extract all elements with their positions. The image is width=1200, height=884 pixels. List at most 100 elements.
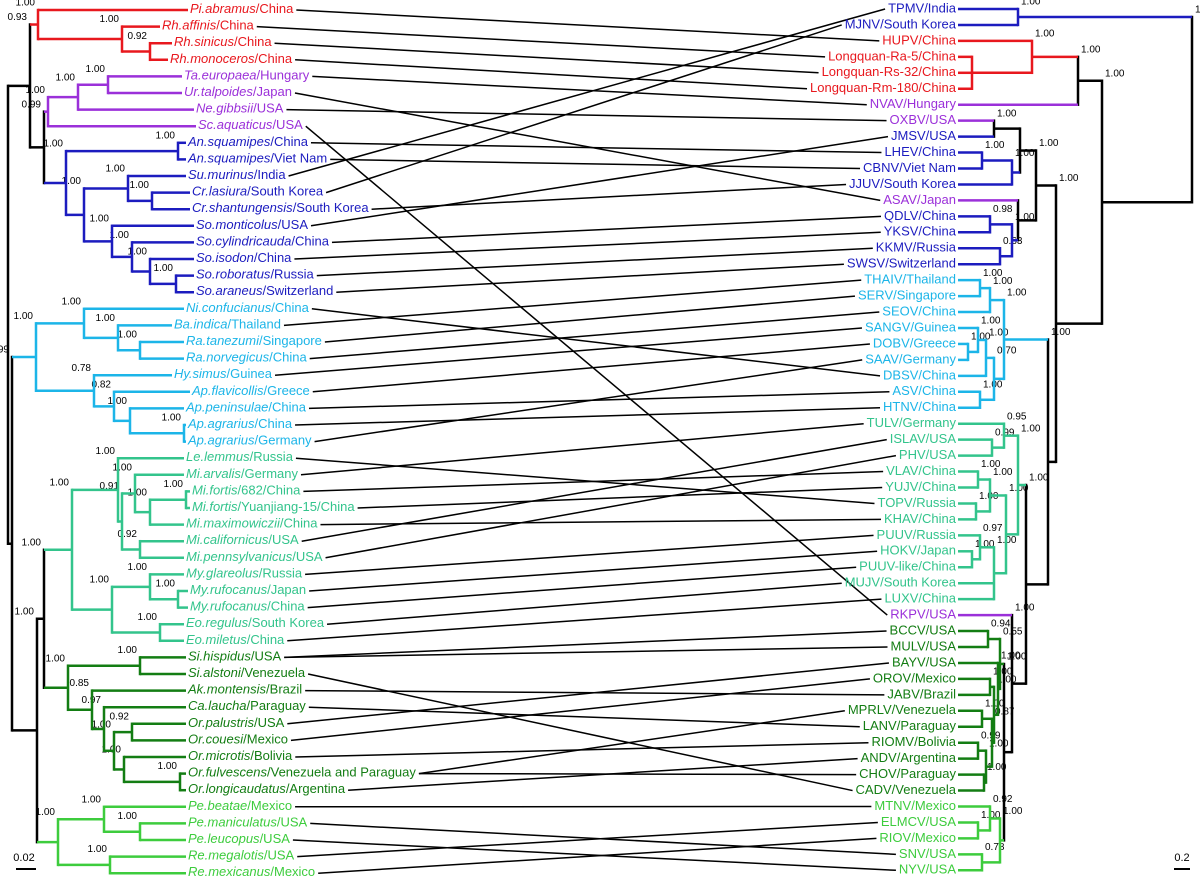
host-name: Mi.fortis [192, 499, 238, 514]
virus-label: PUUV-like/China [859, 559, 957, 574]
support-value: 0.91 [100, 481, 120, 492]
link [326, 582, 842, 625]
support-value: 1.00 [128, 487, 148, 498]
host-name: Sc.aquaticus [198, 118, 273, 133]
host-label: Ap.peninsulae/China [185, 400, 307, 415]
host-label: Ap.agrarius/Germany [187, 433, 312, 448]
link [297, 821, 878, 858]
host-origin: /Russia [259, 566, 303, 581]
host-label: Or.microtis/Bolivia [188, 748, 293, 763]
host-name: So.cylindricauda [196, 234, 291, 249]
support-value: 1.00 [96, 313, 116, 324]
virus-label: SERV/Singapore [858, 288, 956, 303]
link [314, 359, 863, 443]
support-value: 1.00 [987, 762, 1007, 773]
virus-label: OXBV/USA [890, 112, 957, 127]
support-value: 1.00 [90, 574, 110, 585]
virus-label: DOBV/Greece [873, 335, 956, 350]
host-origin: /Venezuela [241, 665, 306, 680]
support-value: 1.00 [130, 180, 150, 191]
virus-label: TOPV/Russia [877, 495, 956, 510]
link [274, 42, 819, 74]
host-name: Or.couesi [188, 732, 244, 747]
host-name: Ba.indica [174, 317, 227, 332]
virus-label: THAIV/Thailand [864, 272, 956, 287]
host-name: Ra.norvegicus [186, 350, 270, 365]
support-value: 1.00 [128, 247, 148, 258]
link [294, 92, 881, 202]
support-value: 1.00 [1035, 29, 1055, 40]
support-value: 0.78 [985, 842, 1005, 853]
support-value: 1.00 [1105, 68, 1125, 79]
support-value: 1.00 [1007, 288, 1027, 299]
host-name: An.squamipes [187, 151, 271, 166]
support-value: 1.00 [154, 263, 174, 274]
link [307, 566, 857, 609]
support-value: 0.95 [1007, 411, 1027, 422]
support-value: 1.00 [993, 276, 1013, 287]
link [283, 279, 862, 327]
support-value: 1.00 [96, 446, 116, 457]
host-name: Ca.laucha [188, 699, 247, 714]
host-origin: /Guinea [226, 367, 272, 382]
host-label: Ap.flavicollis/Greece [191, 383, 310, 398]
support-value: 1.00 [90, 213, 110, 224]
support-value: 1.00 [108, 396, 128, 407]
host-name: Ne.gibbsii [196, 101, 254, 116]
host-label: Mi.pennsylvanicus/USA [186, 549, 323, 564]
host-label: Si.alstoni/Venezuela [188, 665, 306, 680]
link [295, 407, 881, 426]
link [312, 343, 870, 393]
support-value: 1.00 [1021, 423, 1041, 434]
host-origin: /China [267, 599, 305, 614]
host-origin: /Hungary [257, 68, 310, 83]
host-label: Or.couesi/Mexico [188, 732, 288, 747]
host-label: Re.mexicanus/Mexico [188, 865, 315, 880]
link [325, 454, 897, 559]
host-label: Ra.norvegicus/China [186, 350, 307, 365]
host-label: So.roboratus/Russia [196, 267, 315, 282]
host-label: Pe.leucopus/USA [188, 831, 290, 846]
host-name: Ap.agrarius [187, 416, 255, 431]
host-name: Rh.affinis [162, 18, 217, 33]
host-name: So.isodon [196, 250, 254, 265]
host-label: Pe.beatae/Mexico [188, 798, 292, 813]
link [295, 59, 808, 90]
support-value: 1.00 [989, 738, 1009, 749]
link [294, 231, 881, 260]
host-name: So.araneus [196, 284, 263, 299]
link [287, 598, 882, 642]
link [307, 673, 853, 792]
host-label: Eo.regulus/South Korea [186, 616, 325, 631]
link [325, 24, 842, 194]
host-label: Eo.miletus/China [186, 632, 285, 647]
host-origin: /China [254, 250, 292, 265]
host-label: Ra.tanezumi/Singapore [186, 333, 322, 348]
host-origin: /South Korea [248, 616, 325, 631]
link [357, 486, 883, 509]
host-label: Re.megalotis/USA [188, 848, 295, 863]
host-label: Rh.monoceros/China [170, 51, 293, 66]
host-label: My.rufocanus/Japan [190, 582, 306, 597]
host-name: Ap.agrarius [187, 433, 255, 448]
virus-label: LUXV/China [884, 591, 956, 606]
host-origin: /China [268, 400, 306, 415]
support-value: 1.00 [113, 462, 133, 473]
host-label: Ur.talpoides/Japan [184, 84, 292, 99]
link [295, 457, 875, 505]
host-origin: /South Korea [247, 184, 324, 199]
virus-label: Longquan-Rm-180/China [810, 80, 957, 95]
host-origin: /China [234, 35, 272, 50]
support-value: 1.00 [997, 675, 1017, 686]
support-value: 0.82 [92, 379, 112, 390]
virus-label: DBSV/China [883, 367, 957, 382]
host-origin: /China [270, 134, 308, 149]
support-value: 0.99 [0, 345, 9, 356]
host-origin: /Viet Nam [270, 151, 327, 166]
host-label: Ap.agrarius/China [187, 416, 293, 431]
virus-label: HUPV/China [882, 32, 956, 47]
support-value: 1.00 [993, 467, 1013, 478]
virus-label: RKPV/USA [890, 607, 956, 622]
support-value: 1.00 [50, 477, 70, 488]
